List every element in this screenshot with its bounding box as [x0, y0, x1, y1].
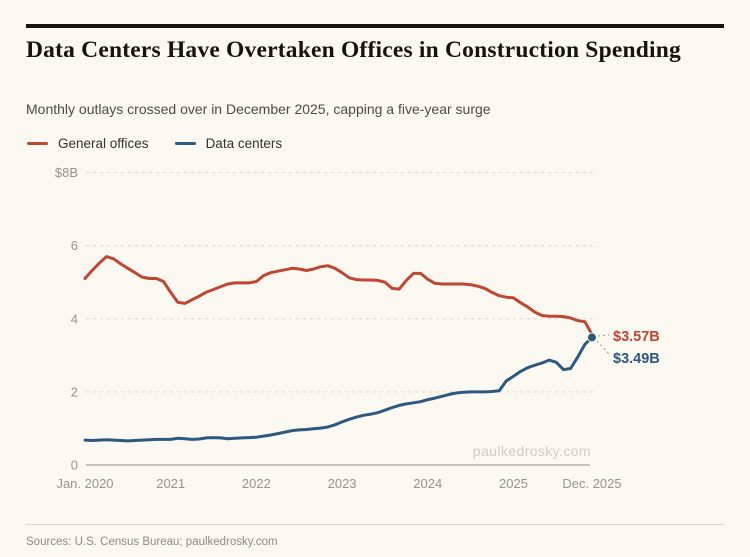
gridlines: $8B 6 4 2 0 [55, 165, 593, 473]
legend-swatch [174, 142, 196, 145]
x-tick-label: 2021 [156, 476, 185, 491]
y-tick-label: 4 [71, 311, 78, 326]
leader-line-offices [597, 334, 610, 337]
y-tick-label: $8B [55, 165, 78, 180]
legend-item: General offices [27, 136, 149, 151]
page-title: Data Centers Have Overtaken Offices in C… [26, 37, 681, 63]
offices-end-value-label: $3.57B [613, 329, 660, 345]
legend-item: Data centers [174, 136, 283, 151]
y-tick-label: 2 [71, 384, 78, 399]
legend-label: Data centers [205, 136, 283, 151]
leader-line-datacenters [596, 340, 610, 355]
y-tick-label: 6 [71, 238, 78, 253]
y-tick-label: 0 [71, 458, 78, 473]
sources-text: Sources: U.S. Census Bureau; paulkedrosk… [26, 536, 278, 548]
x-axis-labels: Jan. 2020 2021 2022 2023 2024 2025 Dec. 2025 [56, 476, 621, 491]
legend: General offices Data centers [27, 136, 282, 151]
data-centers-line [83, 335, 594, 443]
general-offices-line [83, 255, 594, 336]
x-tick-label: 2023 [328, 476, 357, 491]
watermark: paulkedrosky.com [473, 443, 591, 459]
x-tick-label: 2024 [413, 476, 442, 491]
footer: Sources: U.S. Census Bureau; paulkedrosk… [26, 524, 724, 550]
x-tick-label: Dec. 2025 [562, 476, 621, 491]
line-chart: $8B 6 4 2 0 Jan. 2020 2021 2022 2023 2024 2025 Dec… [55, 165, 660, 491]
datacenters-end-value-label: $3.49B [613, 351, 660, 367]
x-tick-label: Jan. 2020 [56, 476, 113, 491]
subtitle: Monthly outlays crossed over in December… [26, 101, 491, 117]
legend-label: General offices [58, 136, 149, 151]
x-tick-label: 2025 [499, 476, 528, 491]
top-rule [26, 24, 724, 28]
endpoint-dot [587, 332, 597, 343]
x-tick-label: 2022 [242, 476, 271, 491]
legend-swatch [27, 142, 48, 145]
